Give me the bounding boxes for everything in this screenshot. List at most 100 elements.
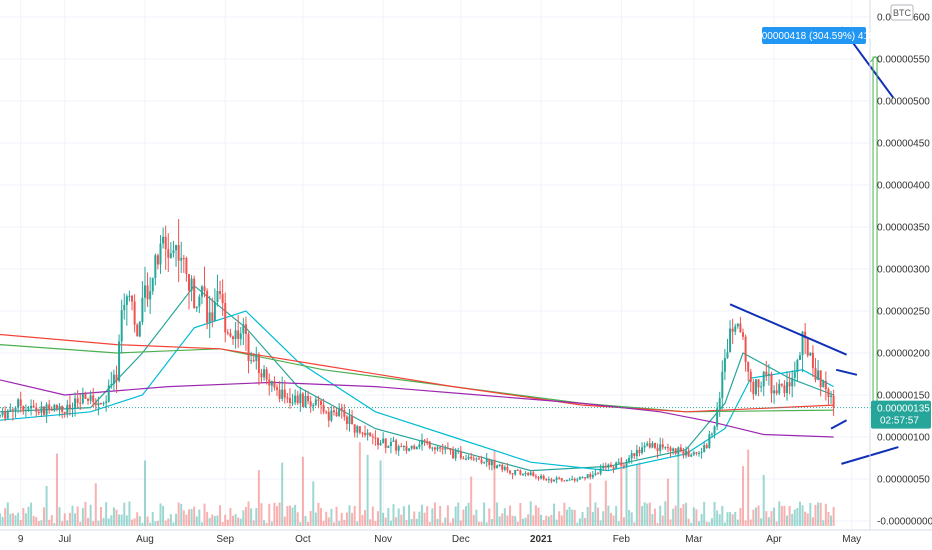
candle-body [519,470,522,475]
volume-bar [283,516,286,526]
volume-bar [281,462,284,526]
volume-bar [110,515,113,526]
volume-bar [726,512,729,526]
volume-bar [532,515,535,526]
volume-bar [560,515,563,526]
candle-body [340,408,343,410]
price-axis[interactable]: 0.000006000.000005500.000005000.00000450… [869,0,932,530]
volume-bar [415,518,418,526]
candle-body [560,478,563,481]
candle-body [804,331,807,339]
candle-body [620,462,623,466]
candle-body [175,245,178,251]
candle-body [439,447,442,449]
candle-body [687,450,690,457]
candle-body [428,441,431,449]
candle-body [648,443,651,448]
candle-body [431,447,434,449]
candle-body [679,447,682,451]
candle-body [351,416,354,425]
volume-bar [804,511,807,526]
candle-body [503,467,506,470]
candle-body [457,450,460,452]
volume-bar [151,512,154,526]
candle-body [739,323,742,333]
candle-body [125,296,128,305]
projection-label: 0.00000418 (304.59%) 418 [753,31,875,42]
volume-bar [428,521,431,526]
candle-body [641,447,644,453]
volume-bar [475,509,478,526]
volume-bar [509,505,512,526]
candle-body [276,387,279,390]
volume-bar [666,478,669,526]
volume-bar [607,505,610,526]
volume-bar [203,503,206,526]
volume-bar [107,518,110,526]
volume-bar [335,506,338,526]
volume-bar [547,516,550,526]
volume-bar [273,502,276,526]
volume-bar [286,506,289,526]
candle-body [638,449,641,453]
volume-bar [133,518,136,526]
volume-bar [767,517,770,526]
candle-body [685,450,688,456]
candle-body [0,415,1,417]
candle-body [265,369,268,380]
volume-bar [190,509,193,526]
y-tick-label: 0.00000450 [877,139,930,150]
volume-bar [361,514,364,526]
volume-bar [470,476,473,526]
candle-body [576,479,579,481]
volume-bar [723,522,726,526]
volume-bar [353,506,356,526]
volume-bar [229,507,232,526]
candle-body [465,458,467,460]
candle-body [506,467,509,471]
volume-bar [99,506,102,526]
candle-body [37,411,40,413]
candle-body [516,469,519,471]
volume-bar [819,502,822,526]
x-tick-label: Feb [613,534,631,545]
candle-body [708,434,711,448]
candle-body [757,379,760,388]
volume-bar [159,503,162,526]
volume-bar [48,519,51,526]
candle-body [273,381,276,388]
volume-bar [400,514,403,526]
volume-bar [467,502,470,526]
candle-body [317,399,320,401]
volume-bar [79,521,82,526]
volume-bar [444,517,447,526]
candle-body [511,473,514,475]
candle-body [446,448,449,450]
y-tick-label: 0.00000050 [877,475,930,486]
volume-bar [154,521,157,526]
volume-bar [332,522,335,526]
volume-bar [175,513,178,526]
candle-body [664,447,667,449]
candle-body [167,249,170,258]
candle-body [617,462,620,464]
volume-bar [294,504,297,526]
volume-bar [149,522,152,526]
candle-body [459,450,462,459]
volume-bar [542,520,545,526]
volume-bar [102,517,105,526]
volume-bar [638,462,641,526]
volume-bar [55,453,58,526]
volume-bar [747,449,750,526]
candle-body [345,416,348,424]
volume-bar [247,501,250,526]
volume-bar [480,521,483,526]
candle-body [17,399,20,408]
time-axis[interactable]: 9 Jul Aug Sep Oct Nov Dec 2021 Feb Mar Apr May [0,529,932,545]
candle-body [501,464,504,470]
candle-body [703,445,706,452]
candle-body [162,236,165,244]
volume-bar [418,511,421,526]
volume-bar [81,508,84,526]
volume-bar [384,517,387,526]
